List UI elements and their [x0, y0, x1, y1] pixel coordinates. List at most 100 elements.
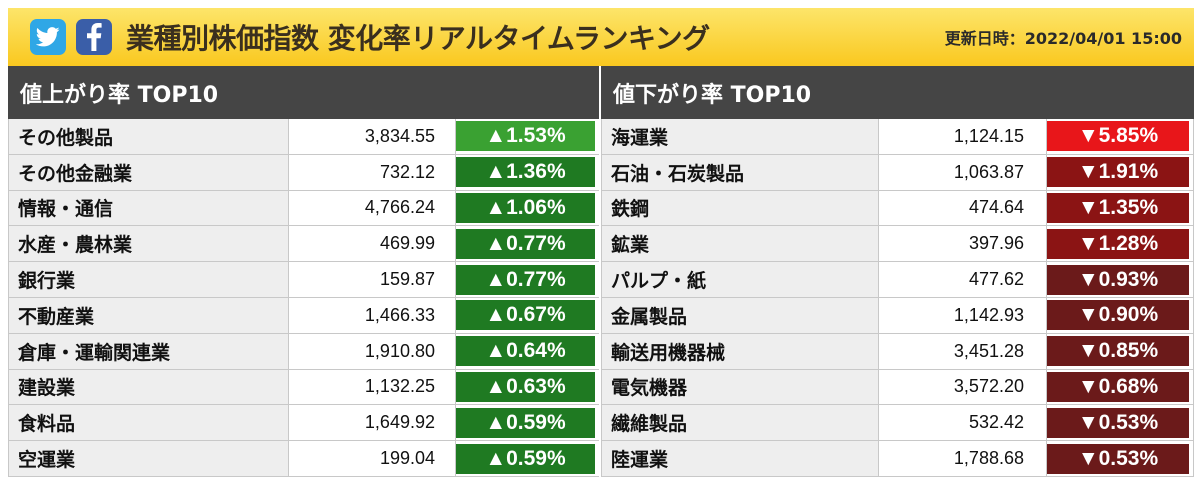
sector-name: 繊維製品 [602, 405, 880, 441]
index-value: 199.04 [289, 441, 456, 476]
table-row: その他金融業 732.12 ▲1.36% [9, 154, 599, 191]
facebook-share-button[interactable] [76, 19, 112, 55]
gainers-title: 値上がり率 TOP10 [8, 66, 599, 119]
change-cell: ▼5.85% [1047, 119, 1194, 154]
twitter-icon [36, 27, 60, 47]
sector-name: その他製品 [9, 119, 289, 154]
sector-name: 空運業 [9, 441, 289, 476]
index-value: 1,063.87 [879, 154, 1047, 190]
index-value: 1,466.33 [289, 297, 456, 333]
sector-name: 鉱業 [602, 226, 880, 262]
change-cell: ▼1.28% [1047, 226, 1194, 262]
change-rate-badge: ▼1.28% [1047, 228, 1189, 259]
index-value: 532.42 [879, 405, 1047, 441]
change-cell: ▼0.93% [1047, 262, 1194, 297]
table-row: 空運業 199.04 ▲0.59% [9, 441, 599, 477]
change-cell: ▼0.68% [1047, 369, 1194, 405]
change-cell: ▲0.77% [456, 226, 599, 261]
change-rate-badge: ▼0.68% [1047, 371, 1189, 402]
change-cell: ▼1.35% [1047, 190, 1194, 226]
sector-name: 陸運業 [602, 441, 880, 476]
change-rate-badge: ▲0.67% [456, 300, 595, 331]
ranking-header: 業種別株価指数 変化率リアルタイムランキング 更新日時：2022/04/01 1… [8, 8, 1194, 66]
table-row: 輸送用機器械 3,451.28 ▼0.85% [602, 333, 1194, 370]
change-cell: ▲1.53% [456, 119, 599, 154]
sector-name: 水産・農林業 [9, 226, 289, 262]
change-cell: ▲0.67% [456, 298, 599, 333]
index-value: 3,834.55 [289, 119, 456, 154]
change-cell: ▼0.53% [1047, 405, 1194, 441]
change-cell: ▼1.91% [1047, 154, 1194, 190]
index-value: 477.62 [879, 262, 1047, 297]
index-value: 1,788.68 [879, 441, 1047, 476]
sector-name: 情報・通信 [9, 190, 289, 226]
index-value: 469.99 [289, 226, 456, 262]
change-cell: ▲0.64% [456, 334, 599, 369]
change-cell: ▼0.53% [1047, 441, 1194, 476]
table-row: 繊維製品 532.42 ▼0.53% [602, 405, 1194, 442]
change-rate-badge: ▼5.85% [1047, 121, 1189, 152]
sector-name: 電気機器 [602, 369, 880, 405]
twitter-share-button[interactable] [30, 19, 66, 55]
sector-name: 銀行業 [9, 262, 289, 297]
gainers-table: その他製品 3,834.55 ▲1.53% その他金融業 732.12 ▲1.36% 情報・… [8, 119, 599, 477]
index-value: 474.64 [879, 190, 1047, 226]
sector-name: 建設業 [9, 369, 289, 405]
table-row: 銀行業 159.87 ▲0.77% [9, 262, 599, 298]
change-rate-badge: ▼0.90% [1047, 300, 1189, 331]
index-value: 1,910.80 [289, 333, 456, 369]
sector-name: 鉄鋼 [602, 190, 880, 226]
page-title: 業種別株価指数 変化率リアルタイムランキング [126, 22, 710, 55]
change-cell: ▲1.36% [456, 155, 599, 190]
table-row: パルプ・紙 477.62 ▼0.93% [602, 262, 1194, 298]
sector-name: 金属製品 [602, 297, 880, 333]
sector-name: その他金融業 [9, 154, 289, 190]
table-row: 食料品 1,649.92 ▲0.59% [9, 405, 599, 442]
losers-title: 値下がり率 TOP10 [601, 66, 1194, 119]
sector-name: 輸送用機器械 [602, 333, 880, 369]
sector-name: パルプ・紙 [602, 262, 880, 297]
table-row: 水産・農林業 469.99 ▲0.77% [9, 226, 599, 263]
index-value: 159.87 [289, 262, 456, 297]
change-rate-badge: ▲0.77% [456, 264, 595, 295]
change-cell: ▲0.77% [456, 262, 599, 297]
table-row: その他製品 3,834.55 ▲1.53% [9, 119, 599, 155]
index-value: 1,124.15 [879, 119, 1047, 154]
losers-panel: 値下がり率 TOP10 海運業 1,124.15 ▼5.85% 石油・石炭製品 1,06… [601, 66, 1194, 478]
change-rate-badge: ▲0.59% [456, 407, 595, 438]
losers-table: 海運業 1,124.15 ▼5.85% 石油・石炭製品 1,063.87 ▼1.91% 鉄鋼… [601, 119, 1194, 477]
change-rate-badge: ▲0.77% [456, 228, 595, 259]
index-value: 3,451.28 [879, 333, 1047, 369]
table-row: 建設業 1,132.25 ▲0.63% [9, 369, 599, 406]
change-rate-badge: ▲1.53% [456, 121, 595, 152]
change-rate-badge: ▲1.36% [456, 157, 595, 188]
sector-name: 不動産業 [9, 297, 289, 333]
facebook-icon [87, 23, 102, 51]
table-row: 鉄鋼 474.64 ▼1.35% [602, 190, 1194, 227]
sector-name: 海運業 [602, 119, 880, 154]
change-rate-badge: ▲0.63% [456, 371, 595, 402]
change-cell: ▲0.63% [456, 370, 599, 405]
change-cell: ▲0.59% [456, 441, 599, 476]
change-cell: ▲0.59% [456, 405, 599, 440]
table-row: 不動産業 1,466.33 ▲0.67% [9, 297, 599, 334]
change-rate-badge: ▼0.53% [1047, 407, 1189, 438]
sector-name: 食料品 [9, 405, 289, 441]
sector-name: 倉庫・運輸関連業 [9, 333, 289, 369]
updated-timestamp: 更新日時：2022/04/01 15:00 [944, 29, 1182, 48]
change-cell: ▲1.06% [456, 191, 599, 226]
change-rate-badge: ▼0.93% [1047, 264, 1189, 295]
index-value: 3,572.20 [879, 369, 1047, 405]
table-row: 金属製品 1,142.93 ▼0.90% [602, 297, 1194, 334]
table-row: 倉庫・運輸関連業 1,910.80 ▲0.64% [9, 333, 599, 370]
index-value: 4,766.24 [289, 190, 456, 226]
change-rate-badge: ▼1.91% [1047, 157, 1189, 188]
change-rate-badge: ▲0.64% [456, 336, 595, 367]
index-value: 397.96 [879, 226, 1047, 262]
table-row: 電気機器 3,572.20 ▼0.68% [602, 369, 1194, 406]
index-value: 1,142.93 [879, 297, 1047, 333]
change-rate-badge: ▼1.35% [1047, 192, 1189, 223]
table-row: 海運業 1,124.15 ▼5.85% [602, 119, 1194, 155]
table-row: 鉱業 397.96 ▼1.28% [602, 226, 1194, 263]
change-rate-badge: ▼0.53% [1047, 443, 1189, 474]
